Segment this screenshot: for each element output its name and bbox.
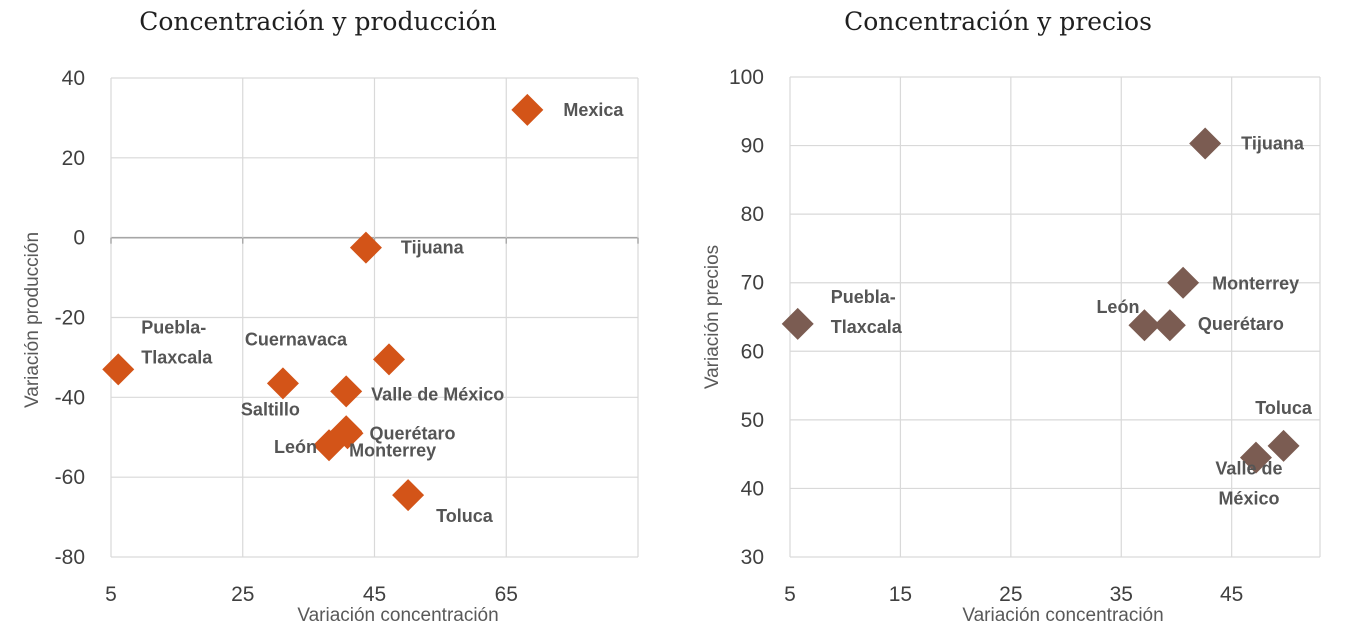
- y-tick-label: 30: [741, 546, 764, 569]
- y-tick-label: 20: [62, 147, 85, 170]
- data-point-label: Puebla-Tlaxcala: [831, 287, 903, 337]
- chart-1: 40 20 0 -20 -40 -60 -80 5 25 45 65 Concentración y …: [22, 7, 639, 626]
- data-point-label: Querétaro: [369, 423, 455, 443]
- data-point-label: Saltillo: [241, 399, 300, 419]
- data-point: [511, 93, 544, 126]
- x-axis-label: Variación concentración: [297, 605, 498, 626]
- data-point-label: Cuernavaca: [245, 329, 348, 349]
- x-tick-label: 45: [363, 583, 386, 606]
- x-tick-label: 65: [495, 583, 518, 606]
- data-point: [1167, 266, 1200, 299]
- y-tick-label: -80: [55, 546, 85, 569]
- data-point: [1267, 429, 1300, 462]
- chart-title: Concentración y precios: [844, 7, 1152, 36]
- data-point-label: Mexica: [563, 100, 624, 120]
- y-tick-label: 80: [741, 203, 764, 226]
- y-tick-label: 70: [741, 272, 764, 295]
- y-tick-label: 60: [741, 340, 764, 363]
- y-axis-label: Variación producción: [22, 232, 43, 408]
- data-point: [372, 343, 405, 376]
- data-point-label: León: [1096, 297, 1139, 317]
- data-point-label: Tijuana: [1241, 134, 1305, 154]
- x-tick-label: 15: [889, 583, 912, 606]
- data-point-label: Querétaro: [1198, 314, 1284, 334]
- data-point: [1189, 127, 1222, 160]
- y-tick-label: -40: [55, 386, 85, 409]
- y-tick-label: 40: [62, 67, 85, 90]
- data-point-label: León: [274, 437, 317, 457]
- data-point-label: Valle de México: [1215, 459, 1282, 509]
- data-point: [1239, 441, 1272, 474]
- y-tick-label: 0: [73, 227, 85, 250]
- data-point: [266, 367, 299, 400]
- data-point: [349, 231, 382, 264]
- y-axis-label: Variación precios: [702, 245, 723, 389]
- data-point: [781, 307, 814, 340]
- data-point-label: Valle de México: [371, 384, 504, 404]
- x-tick-label: 35: [1110, 583, 1133, 606]
- x-tick-label: 25: [231, 583, 254, 606]
- x-axis-label: Variación concentración: [962, 605, 1163, 626]
- x-tick-label: 25: [999, 583, 1022, 606]
- data-point-label: Toluca: [436, 506, 494, 526]
- y-tick-label: 40: [741, 477, 764, 500]
- y-tick-label: 90: [741, 135, 764, 158]
- data-point: [392, 479, 425, 512]
- y-tick-label: -20: [55, 307, 85, 330]
- y-tick-label: 50: [741, 409, 764, 432]
- data-point-label: Monterrey: [349, 440, 436, 460]
- x-tick-label: 5: [105, 583, 117, 606]
- data-point-label: Tijuana: [401, 238, 465, 258]
- data-point: [1153, 309, 1186, 342]
- x-tick-label: 45: [1220, 583, 1243, 606]
- data-point-label: Toluca: [1255, 398, 1313, 418]
- chart-title: Concentración y producción: [139, 7, 497, 36]
- x-tick-label: 5: [784, 583, 796, 606]
- data-point: [330, 375, 363, 408]
- data-point-label: Puebla-Tlaxcala: [141, 317, 213, 367]
- data-point-label: Monterrey: [1212, 274, 1299, 294]
- data-point: [1128, 309, 1161, 342]
- data-point: [330, 415, 363, 448]
- chart-2: 100 90 80 70 60 50 40 30 5 15 25 35 45 Concentración …: [702, 7, 1321, 626]
- y-tick-label: 100: [729, 66, 764, 89]
- y-tick-label: -60: [55, 466, 85, 489]
- data-point: [102, 353, 135, 386]
